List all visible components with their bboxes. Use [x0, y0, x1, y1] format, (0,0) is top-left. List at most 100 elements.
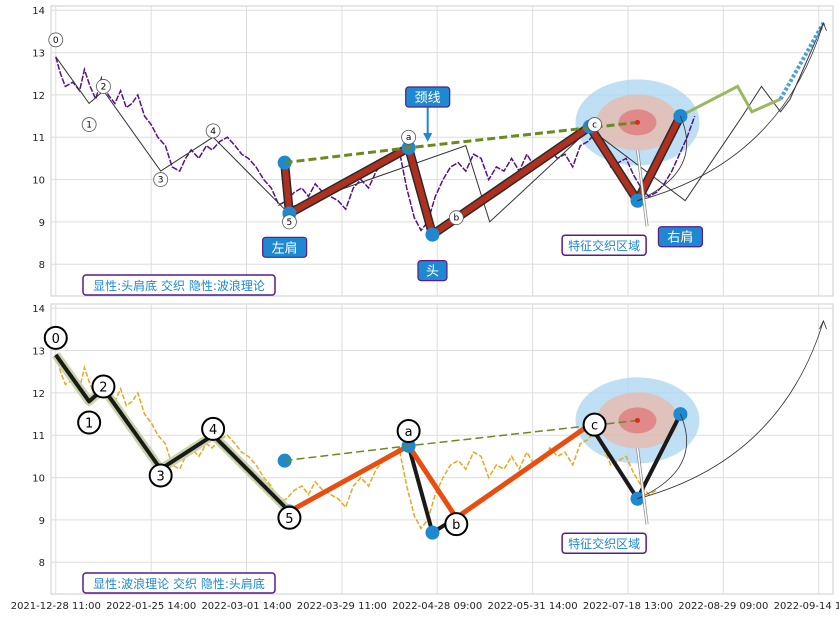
y-tick-label: 14	[32, 304, 45, 315]
wave-label-text: 3	[158, 176, 164, 186]
wave-label-circle	[401, 129, 417, 145]
wave-label-text: 2	[101, 82, 107, 92]
wave-label-circle	[153, 172, 169, 187]
wave-label-text: 5	[285, 512, 293, 527]
y-tick-label: 9	[39, 516, 45, 527]
pattern-line	[288, 422, 592, 521]
arrow-head	[819, 21, 827, 32]
wave-label-circle	[277, 505, 302, 530]
x-tick-label: 2022-03-01 14:00	[201, 601, 291, 612]
arrow-head	[819, 319, 827, 330]
wave-label-circle	[77, 410, 102, 435]
wave-label-circle	[48, 32, 64, 48]
arc-1	[637, 115, 688, 202]
price-line	[55, 354, 657, 530]
x-axis: 2021-12-28 11:00 2022-01-25 14:00 2022-03-…	[11, 601, 839, 612]
x-tick-label: 2022-09-14 14:00	[774, 601, 839, 612]
x-tick-label: 2022-08-29 09:00	[678, 601, 768, 612]
y-tick-label: 8	[39, 260, 45, 271]
x-tick-label: 2022-05-31 14:00	[488, 601, 578, 612]
y-tick-label: 10	[32, 176, 45, 187]
neckline-pointer-head	[423, 132, 433, 142]
zone-arrow-core	[636, 149, 648, 227]
neckline	[284, 120, 638, 165]
wave-label-circle	[81, 117, 97, 132]
projection-green	[679, 84, 782, 118]
pivot-dot	[425, 227, 440, 242]
annotation-box	[405, 86, 451, 108]
wave-label-text: c	[592, 121, 597, 131]
wave-label-circle	[201, 416, 226, 441]
neckline	[284, 419, 638, 462]
wave-label-text: 0	[52, 332, 60, 347]
wave-label-circle	[448, 210, 464, 226]
wave-label-circle	[582, 412, 607, 437]
annotation-box	[417, 259, 448, 282]
pivot-dot	[425, 525, 440, 540]
y-tick-label: 11	[32, 431, 45, 442]
y-tick-label: 8	[39, 558, 45, 569]
wave-label-circle	[587, 117, 602, 132]
x-tick-label: 2022-04-28 09:00	[392, 601, 482, 612]
top-panel: 891011121314012345abc颈线左肩头右肩特征交织区域显性:头肩底…	[32, 5, 834, 297]
y-tick-label: 13	[32, 347, 45, 358]
wave-label-text: b	[453, 214, 459, 224]
legend-text: 显性:波浪理论 交织 隐性:头肩底	[93, 576, 265, 591]
y-tick-label: 12	[32, 389, 45, 400]
annotation-text: 特征交织区域	[568, 536, 640, 551]
arc-2	[637, 22, 824, 202]
wave-label-text: 0	[53, 36, 59, 46]
arc-2	[637, 320, 824, 500]
annotation-text: 左肩	[272, 240, 298, 256]
y-tick-label: 9	[39, 218, 45, 229]
legend-text: 显性:头肩底 交织 隐性:波浪理论	[93, 278, 265, 293]
projection-blue	[778, 21, 826, 101]
y-tick-label: 14	[32, 6, 45, 17]
neckline-end-dot	[635, 119, 640, 125]
y-tick-label: 12	[32, 91, 45, 102]
plot-frame	[50, 303, 834, 595]
wave-label-circle	[396, 419, 421, 444]
neckline-end-dot	[635, 417, 640, 423]
x-tick-label: 2022-01-25 14:00	[106, 601, 196, 612]
wave-label-circle	[205, 123, 221, 139]
x-tick-label: 2022-07-18 13:00	[583, 601, 673, 612]
arc-1	[637, 413, 688, 500]
wave-label-circle	[43, 325, 68, 350]
wave-label-circle	[96, 79, 111, 94]
plot-frame	[50, 5, 834, 297]
annotation-box	[561, 532, 647, 554]
wave-label-circle	[282, 214, 297, 230]
annotation-box	[262, 236, 308, 258]
wave-label-text: b	[452, 518, 460, 533]
wave-label-circle	[91, 374, 116, 399]
annotation-text: 颈线	[415, 91, 441, 106]
legend-box	[82, 572, 276, 594]
wave-label-text: a	[405, 425, 413, 440]
x-tick-label: 2022-03-29 11:00	[297, 601, 387, 612]
annotation-box	[561, 234, 647, 256]
wave-label-text: 1	[86, 121, 92, 131]
zone-arrow-core	[636, 447, 648, 525]
wave-label-text: a	[406, 133, 412, 143]
wave-label-circle	[148, 463, 173, 488]
legend-box	[82, 274, 276, 296]
annotation-text: 特征交织区域	[568, 238, 640, 253]
x-tick-label: 2021-12-28 11:00	[11, 601, 101, 612]
y-tick-label: 13	[32, 49, 45, 60]
y-tick-label: 10	[32, 474, 45, 485]
wave-label-text: 4	[210, 127, 216, 137]
wave-label-text: 5	[287, 218, 293, 228]
annotation-text: 右肩	[667, 230, 693, 246]
wave-label-text: 4	[209, 423, 217, 438]
annotation-box	[657, 226, 704, 248]
y-tick-label: 11	[32, 133, 45, 144]
wave-label-circle	[444, 512, 469, 537]
wave-label-text: 1	[85, 417, 93, 432]
annotation-text: 头	[426, 265, 439, 280]
wave-label-text: 2	[99, 381, 107, 396]
pivot-dot	[673, 109, 688, 124]
wave-label-text: 3	[157, 469, 165, 484]
